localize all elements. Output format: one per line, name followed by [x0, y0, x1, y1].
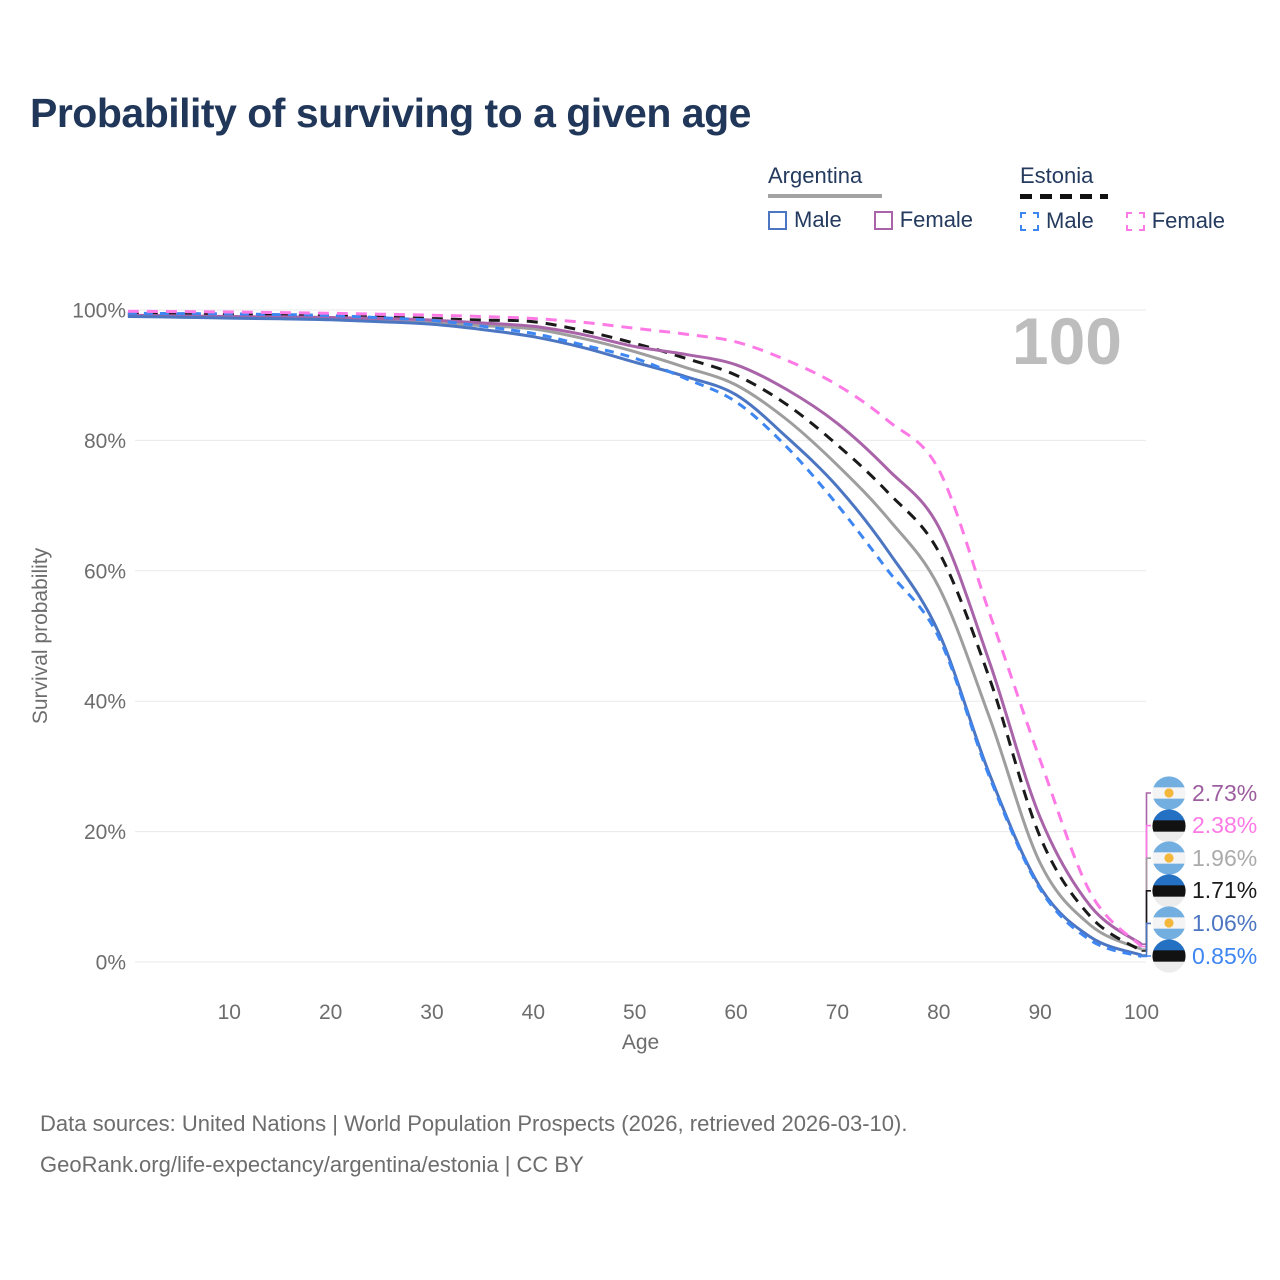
footer: Data sources: United Nations | World Pop…	[40, 1104, 907, 1186]
legend-item-argentina-female[interactable]: Female	[873, 207, 974, 233]
footer-sources: Data sources: United Nations | World Pop…	[40, 1111, 908, 1136]
y-tick-label: 80%	[84, 430, 126, 453]
y-axis-title: Survival probability	[29, 547, 52, 724]
end-label-value: 0.85%	[1192, 942, 1258, 969]
x-tick-label: 90	[1028, 1001, 1051, 1024]
flag-icon-estonia	[1152, 874, 1186, 908]
x-tick-label: 50	[623, 1001, 646, 1024]
y-tick-label: 40%	[84, 691, 126, 714]
flag-icon-argentina	[1152, 776, 1186, 810]
x-tick-label: 30	[420, 1001, 443, 1024]
x-tick-label: 60	[724, 1001, 747, 1024]
legend-label-estonia-female: Female	[1151, 208, 1226, 233]
footer-attribution: GeoRank.org/life-expectancy/argentina/es…	[40, 1151, 584, 1177]
end-label-value: 1.96%	[1192, 844, 1258, 871]
flag-icon-argentina	[1152, 841, 1186, 875]
series-line-estonia-all	[127, 312, 1143, 953]
x-tick-label: 80	[927, 1001, 950, 1024]
legend-group-estonia: Estonia Male Female	[1020, 163, 1249, 234]
x-tick-label: 40	[522, 1001, 545, 1024]
x-tick-label: 100	[1124, 1001, 1159, 1024]
legend-swatch-argentina-male-icon	[768, 210, 787, 230]
legend-swatch-estonia-male-icon	[1020, 211, 1039, 231]
y-tick-label: 60%	[84, 560, 126, 583]
flag-icon-estonia	[1152, 808, 1186, 843]
end-label-estonia-female: 2.38%	[1152, 808, 1258, 843]
end-label-estonia-male: 0.85%	[1152, 939, 1257, 973]
flag-icon-estonia	[1152, 939, 1186, 973]
legend-line-sample-solid	[768, 194, 882, 198]
end-label-estonia-all: 1.71%	[1152, 874, 1257, 908]
y-tick-label: 20%	[84, 821, 126, 844]
legend-country-estonia: Estonia	[1020, 163, 1094, 188]
series-line-argentina-female	[127, 313, 1143, 946]
end-label-connector	[1141, 922, 1151, 956]
legend-line-sample-dashed	[1020, 194, 1108, 199]
end-label-value: 1.71%	[1192, 877, 1258, 904]
end-label-argentina-male: 1.06%	[1152, 906, 1257, 940]
legend-label-argentina-male: Male	[794, 207, 842, 232]
end-label-connector	[1141, 890, 1151, 952]
age-cursor-value: 100	[1012, 304, 1122, 378]
legend-item-estonia-male[interactable]: Male	[1020, 208, 1094, 234]
page-title: Probability of surviving to a given age	[30, 90, 751, 136]
x-tick-label: 70	[826, 1001, 849, 1024]
series-line-estonia-male	[127, 311, 1142, 958]
end-label-connector	[1141, 955, 1151, 958]
legend-label-argentina-female: Female	[899, 207, 974, 232]
legend-item-argentina-male[interactable]: Male	[768, 207, 842, 233]
legend-swatch-argentina-female-icon	[873, 210, 893, 230]
legend-country-argentina: Argentina	[768, 163, 863, 188]
end-label-argentina-female: 2.73%	[1152, 776, 1257, 810]
x-tick-label: 20	[319, 1001, 342, 1024]
series-line-estonia-female	[127, 309, 1143, 948]
end-label-value: 2.73%	[1192, 779, 1258, 806]
flag-icon-argentina	[1152, 906, 1186, 940]
x-axis-title: Age	[622, 1031, 659, 1054]
series-line-argentina-all	[127, 314, 1143, 951]
end-label-value: 1.06%	[1192, 909, 1258, 936]
x-tick-label: 10	[218, 1001, 241, 1024]
series-line-argentina-male	[127, 315, 1143, 957]
legend-swatch-estonia-female-icon	[1125, 211, 1145, 231]
legend-label-estonia-male: Male	[1046, 208, 1094, 233]
y-tick-label: 0%	[96, 952, 126, 975]
end-label-value: 2.38%	[1192, 812, 1258, 839]
legend-item-estonia-female[interactable]: Female	[1125, 208, 1226, 234]
y-tick-label: 100%	[72, 300, 126, 323]
end-label-argentina-all: 1.96%	[1152, 841, 1257, 875]
legend-group-argentina: Argentina Male Female	[768, 163, 997, 233]
